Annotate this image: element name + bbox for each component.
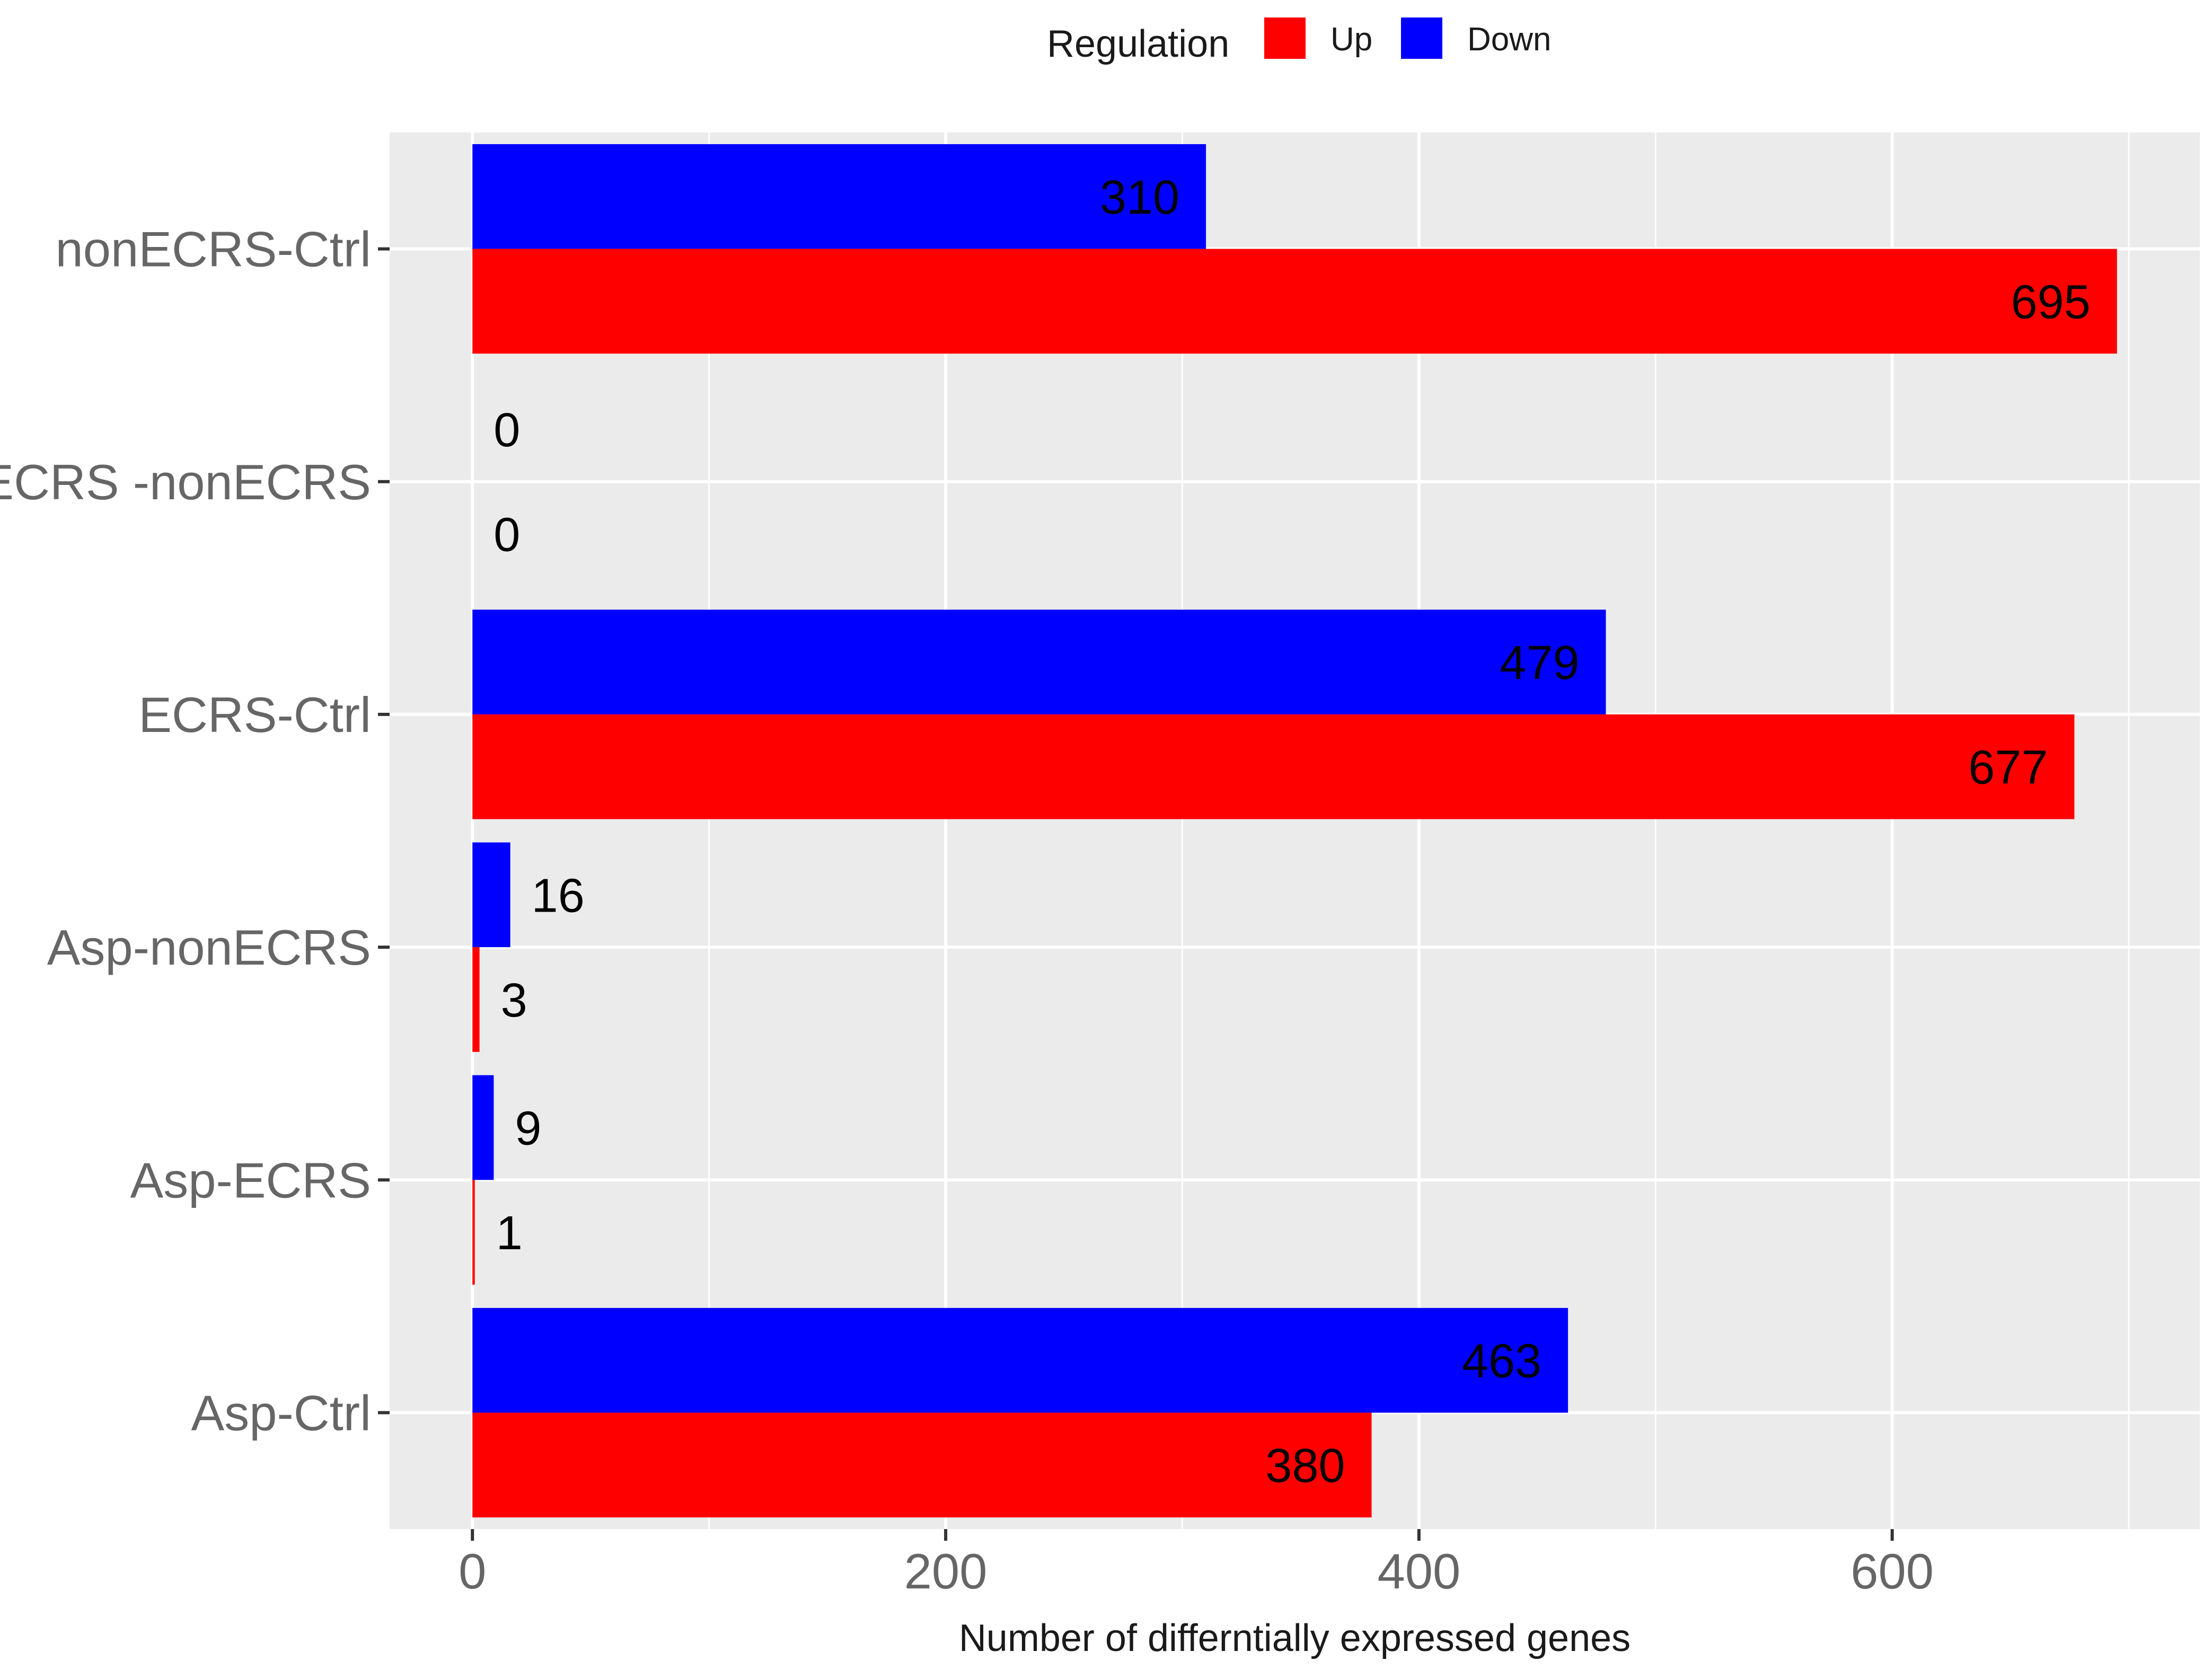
bar-up-asp-nonecrs: [472, 947, 480, 1052]
data-label-up-asp-ctrl: 380: [1265, 1439, 1345, 1492]
panel-background: [390, 133, 2200, 1529]
legend-label-up: Up: [1330, 21, 1372, 58]
legend-key-down: [1401, 17, 1442, 59]
bar-down-nonecrs-ctrl: [472, 144, 1206, 249]
x-tick-label-400: 400: [1377, 1543, 1460, 1599]
bars: [472, 144, 2117, 1518]
y-tick-label-ecrs-nonecrs: ECRS -nonECRS: [0, 454, 371, 510]
data-label-down-ecrs-nonecrs: 0: [493, 404, 520, 457]
x-axis-title: Number of differntially expressed genes: [959, 1617, 1631, 1659]
data-label-down-ecrs-ctrl: 479: [1500, 637, 1579, 690]
data-label-down-asp-nonecrs: 16: [532, 869, 585, 922]
bar-labels: 310 695 0 0 479 677 163 9 1 463 380: [493, 171, 2091, 1492]
x-tick-label-600: 600: [1850, 1543, 1934, 1599]
bar-up-ecrs-ctrl: [472, 714, 2075, 819]
y-tick-label-asp-nonecrs: Asp-nonECRS: [47, 920, 371, 975]
bar-down-asp-ctrl: [472, 1308, 1568, 1413]
bar-down-ecrs-ctrl: [472, 610, 1606, 714]
y-tick-label-asp-ecrs: Asp-ECRS: [130, 1152, 371, 1208]
bar-up-nonecrs-ctrl: [472, 249, 2117, 354]
bar-up-asp-ecrs: [472, 1180, 475, 1285]
bar-down-asp-ecrs: [472, 1075, 494, 1180]
x-tick-label-0: 0: [459, 1543, 486, 1599]
data-label-up-ecrs-ctrl: 677: [1968, 741, 2048, 794]
bar-down-asp-nonecrs: [472, 842, 510, 948]
y-tick-label-asp-ctrl: Asp-Ctrl: [191, 1385, 371, 1441]
data-label-up-asp-ecrs: 1: [496, 1207, 523, 1260]
y-tick-label-nonecrs-ctrl: nonECRS-Ctrl: [56, 222, 372, 277]
data-label-up-nonecrs-ctrl: 695: [2011, 276, 2091, 329]
bar-up-asp-ctrl: [472, 1412, 1372, 1518]
y-tick-label-ecrs-ctrl: ECRS-Ctrl: [138, 687, 371, 743]
data-label-down-asp-ecrs: 9: [515, 1102, 541, 1155]
legend: Regulation Up Down: [1047, 17, 1552, 65]
data-label-up-asp-nonecrs: 3: [501, 974, 527, 1027]
data-label-down-nonecrs-ctrl: 310: [1100, 171, 1179, 224]
legend-title: Regulation: [1047, 23, 1229, 65]
data-label-up-ecrs-nonecrs: 0: [493, 509, 520, 562]
legend-key-up: [1264, 17, 1306, 59]
legend-label-down: Down: [1467, 21, 1552, 58]
x-tick-label-200: 200: [904, 1543, 988, 1599]
data-label-down-asp-ctrl: 463: [1462, 1335, 1541, 1388]
axes: nonECRS-Ctrl ECRS -nonECRS ECRS-Ctrl Asp-no…: [0, 222, 1934, 1599]
